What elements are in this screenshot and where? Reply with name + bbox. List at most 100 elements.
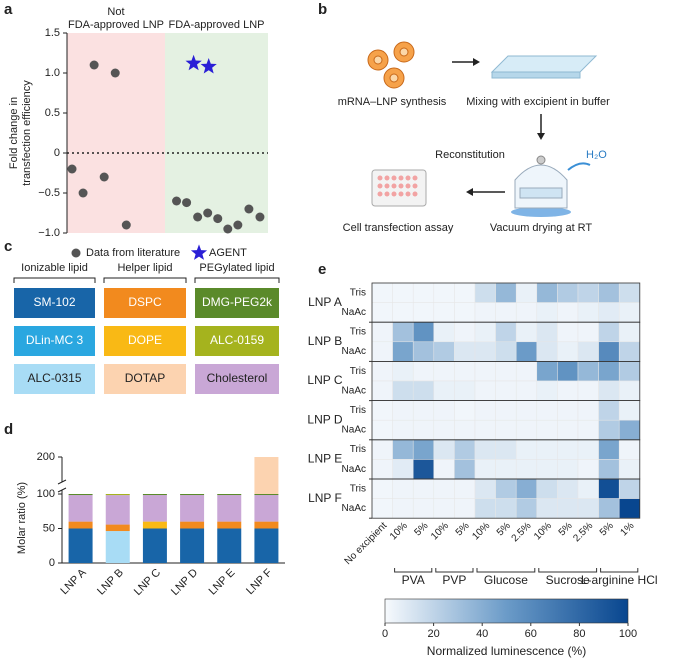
heatmap-cell (495, 419, 517, 441)
lnp-particles (367, 41, 415, 89)
lipid-box (195, 288, 279, 318)
axis-break (57, 487, 67, 493)
heatmap-cell (536, 478, 558, 499)
vacuum-chamber (511, 155, 571, 217)
point (244, 204, 254, 214)
x-tick-label: LNP A (58, 566, 89, 597)
colorbar-tick-label: 60 (525, 628, 537, 640)
heatmap-cell (618, 302, 641, 323)
heatmap-cell (371, 282, 393, 303)
bar-segment (142, 528, 167, 563)
heatmap-cell (371, 478, 393, 499)
heatmap-cell (536, 321, 558, 343)
y-tick-label: 50 (43, 522, 55, 534)
heatmap-cell (454, 380, 476, 401)
heatmap-cell (433, 361, 455, 382)
bar-segment (105, 531, 130, 563)
heatmap-cell (598, 341, 620, 362)
column-group-label: Glucose (484, 573, 528, 587)
heatmap-cell (536, 380, 558, 401)
heatmap-cell (454, 400, 476, 421)
heatmap-cell (495, 341, 517, 362)
bar-segment (254, 457, 279, 494)
region (164, 33, 268, 233)
heatmap-cell (392, 400, 414, 421)
heatmap-cell (412, 282, 435, 303)
heatmap-cell (577, 400, 599, 421)
heatmap-cell (433, 400, 455, 421)
heatmap-cell (474, 400, 496, 421)
bar-segment (105, 495, 130, 525)
lipid-name: ALC-0159 (210, 333, 264, 347)
group-bracket (435, 568, 474, 573)
heatmap-cell (515, 380, 538, 401)
bar-segment (142, 494, 167, 496)
y-tick-label: 0 (54, 147, 60, 159)
bar-segment (68, 528, 93, 563)
row-group-label: LNP D (307, 412, 342, 426)
heatmap-cell (371, 341, 393, 362)
column-group-label: PVP (442, 573, 466, 587)
row-label: NaAc (342, 503, 366, 514)
heatmap-cell (454, 302, 476, 323)
group-bracket (476, 568, 536, 573)
heatmap-cell (495, 478, 517, 499)
row-group-label: LNP C (307, 373, 342, 387)
bar-segment (68, 495, 93, 522)
legend-label: AGENT (209, 247, 247, 259)
heatmap-cell (412, 439, 435, 460)
heatmap-cell (495, 498, 517, 519)
y-tick-label: −1.0 (38, 227, 60, 239)
heatmap-cell (536, 361, 558, 382)
heatmap-cell (454, 498, 476, 519)
arrowhead (466, 188, 473, 196)
heatmap-cell (392, 302, 414, 323)
point (182, 198, 192, 208)
heatmap-cell (618, 478, 641, 499)
colorbar-tick-label: 20 (427, 628, 439, 640)
heatmap-cell (495, 282, 517, 303)
group-bracket (538, 568, 598, 573)
row-label: Tris (350, 287, 366, 298)
star-point (185, 54, 202, 71)
heatmap-cell (577, 361, 599, 382)
column-label: No excipient (343, 520, 390, 567)
colorbar (384, 598, 629, 624)
step-label: Vacuum drying at RT (490, 222, 593, 234)
lipid-box (14, 288, 95, 318)
heatmap-cell (557, 341, 579, 362)
heatmap-cell (557, 302, 579, 323)
step-label: mRNA–LNP synthesis (338, 96, 447, 108)
y-tick-label: 1.0 (45, 67, 60, 79)
heatmap-cell (557, 498, 579, 519)
axis-break (57, 479, 67, 485)
step-label: Reconstitution (435, 149, 505, 161)
heatmap-cell (392, 459, 414, 480)
heatmap-cell (371, 361, 393, 382)
legend-label: Data from literature (86, 247, 180, 259)
heatmap-cell (495, 459, 517, 480)
heatmap-cell (392, 321, 414, 343)
column-label: 1% (618, 520, 636, 538)
point (78, 188, 88, 198)
column-label: 2.5% (571, 520, 595, 544)
heatmap-cell (433, 439, 455, 460)
panel-label: e (318, 261, 326, 278)
colorbar-label: Normalized luminescence (%) (427, 644, 586, 658)
heatmap-cell (433, 282, 455, 303)
y-tick-label: 0.5 (45, 107, 60, 119)
lipid-box (195, 326, 279, 356)
panel-label: b (318, 1, 327, 18)
bar-segment (142, 495, 167, 522)
heatmap-cell (577, 302, 599, 323)
group-bracket (600, 568, 639, 573)
point (172, 196, 182, 206)
heatmap-cell (557, 439, 579, 460)
heatmap-cell (618, 498, 641, 519)
heatmap-cell (577, 321, 599, 343)
heatmap-cell (577, 478, 599, 499)
colorbar-tick-label: 100 (619, 628, 637, 640)
region-label: FDA-approved LNP (68, 19, 164, 31)
bar-segment (180, 495, 205, 522)
x-tick-label: LNP D (169, 567, 200, 598)
